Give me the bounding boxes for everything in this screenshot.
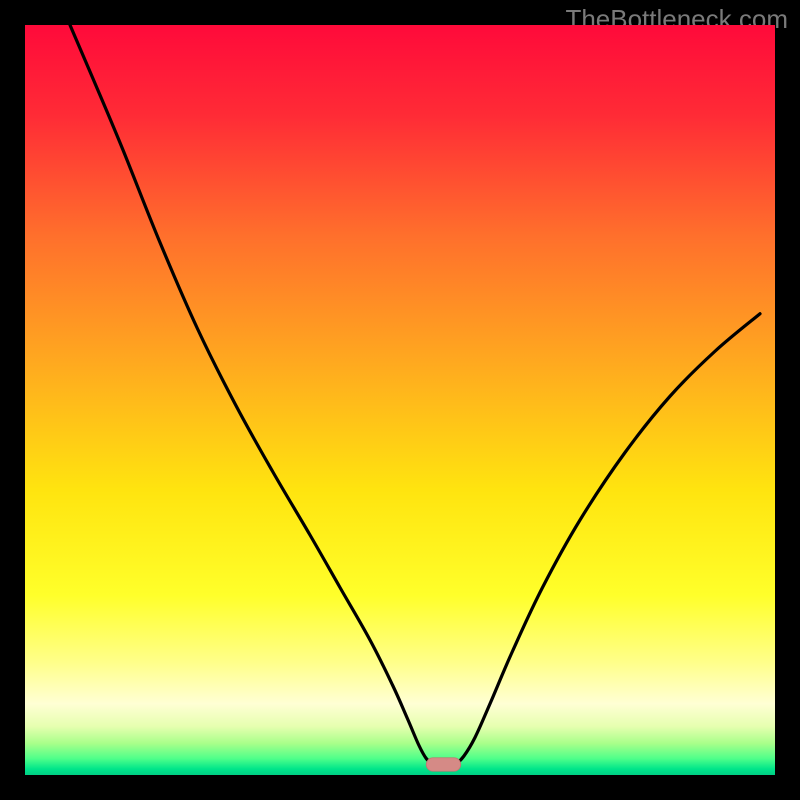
- chart-svg: [25, 25, 775, 775]
- chart-container: TheBottleneck.com: [0, 0, 800, 800]
- optimal-point-marker: [426, 758, 461, 772]
- plot-area: [25, 25, 775, 775]
- gradient-background: [25, 25, 775, 775]
